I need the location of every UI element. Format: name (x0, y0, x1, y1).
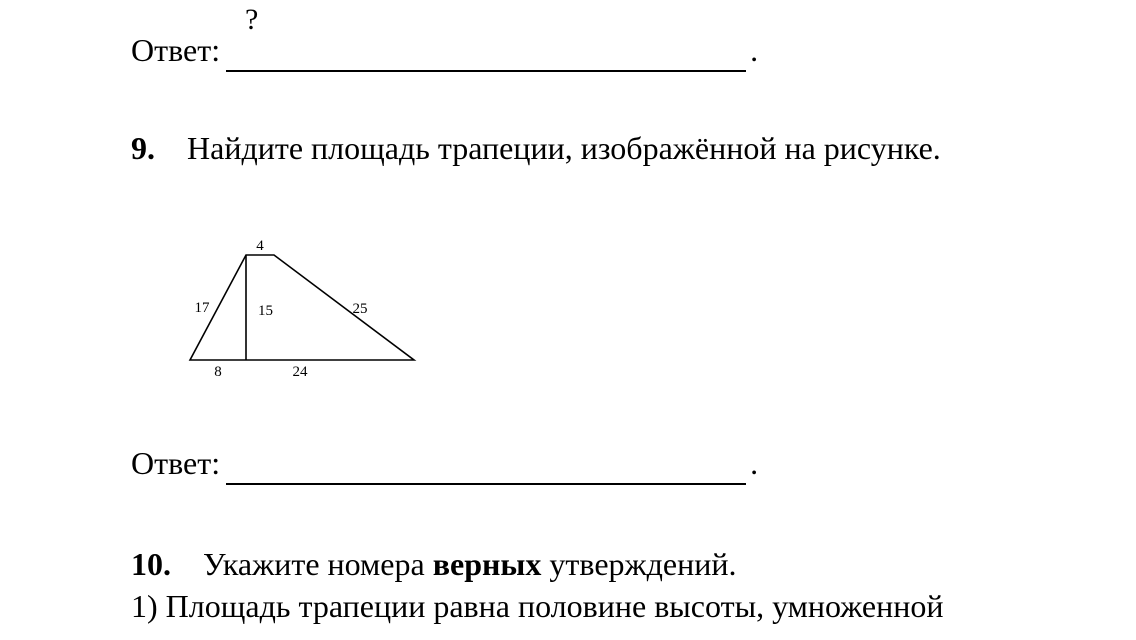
problem-10-text-b: утверждений. (541, 546, 736, 582)
problem-10-item-1: 1) Площадь трапеции равна половине высот… (131, 586, 943, 628)
answer-blank (226, 449, 746, 485)
label-right-side: 25 (353, 301, 368, 317)
answer-period: . (750, 443, 758, 485)
problem-9-figure: 4 17 15 25 8 24 (160, 170, 460, 395)
answer-line-9: Ответ: . (131, 443, 758, 485)
label-top-base: 4 (256, 238, 264, 254)
page: ? Ответ: . 9. Найдите площадь трапеции, … (0, 0, 1136, 640)
answer-line-8: Ответ: . (131, 30, 758, 72)
trapezoid-outline (190, 255, 414, 360)
problem-9-text: Найдите площадь трапеции, изображённой н… (187, 130, 941, 166)
label-bottom-left: 8 (214, 364, 222, 380)
answer-blank (226, 36, 746, 72)
problem-9-number: 9. (131, 130, 155, 166)
problem-10-text-bold: верных (433, 546, 542, 582)
label-bottom-right: 24 (293, 364, 309, 380)
problem-10-text-a: Укажите номера (203, 546, 433, 582)
label-height: 15 (258, 303, 273, 319)
problem-9: 9. Найдите площадь трапеции, изображённо… (131, 128, 941, 170)
problem-10-number: 10. (131, 546, 171, 582)
label-left-side: 17 (195, 300, 211, 316)
answer-label: Ответ: (131, 30, 220, 72)
answer-period: . (750, 30, 758, 72)
problem-10: 10. Укажите номера верных утверждений. (131, 544, 736, 586)
answer-label: Ответ: (131, 443, 220, 485)
